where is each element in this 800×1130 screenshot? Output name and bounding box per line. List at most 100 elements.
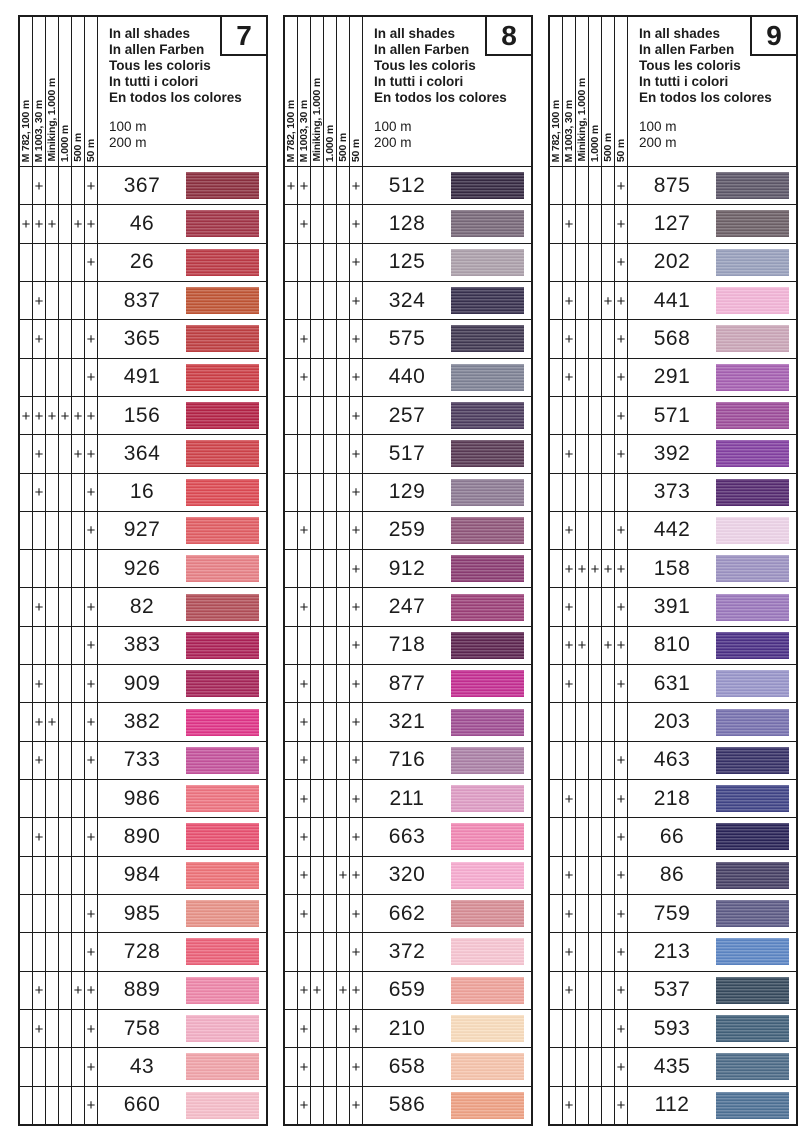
color-row: + 43 <box>20 1047 266 1086</box>
header-line: In all shades <box>374 26 456 41</box>
color-number: 257 <box>388 403 426 427</box>
mark-cell <box>602 435 615 473</box>
mark-cell <box>576 320 589 358</box>
mark-cell <box>550 856 563 894</box>
color-swatch <box>186 172 259 200</box>
color-swatch <box>716 440 789 468</box>
color-row: + + 391 <box>550 587 796 626</box>
mark-cell <box>46 435 59 473</box>
mark-cell: + <box>602 550 615 588</box>
color-swatch <box>186 402 259 430</box>
mark-cell <box>72 511 85 550</box>
column-header-50m: 50 m <box>615 17 628 166</box>
mark-cell <box>285 511 298 550</box>
mark-cell <box>324 818 337 856</box>
swatch-cell <box>716 742 796 779</box>
color-swatch <box>451 823 524 851</box>
color-rows: + 875 + + 127 + 202 + + + 44 <box>550 167 796 1124</box>
color-number: 158 <box>653 556 691 580</box>
swatch-cell <box>716 780 796 817</box>
mark-cell <box>33 243 46 281</box>
swatch-cell <box>451 167 531 204</box>
column-label: 50 m <box>615 138 627 162</box>
length-label: 200 m <box>109 135 147 150</box>
column-header-1000m: 1.000 m <box>324 17 337 166</box>
mark-cell <box>59 1086 72 1124</box>
color-row: + 435 <box>550 1047 796 1086</box>
mark-cell: + <box>33 818 46 856</box>
color-number: 213 <box>653 939 691 963</box>
mark-cell <box>33 1086 46 1124</box>
mark-cell <box>72 588 85 626</box>
color-row: + + 575 <box>285 319 531 358</box>
mark-cell <box>46 511 59 550</box>
swatch-cell <box>716 972 796 1009</box>
mark-cell: + <box>33 1009 46 1048</box>
mark-cell: + <box>615 741 628 779</box>
mark-cell <box>20 281 33 320</box>
mark-cell <box>324 511 337 550</box>
color-swatch <box>451 976 524 1004</box>
mark-cell: + <box>298 971 311 1009</box>
mark-cell: + <box>298 1048 311 1086</box>
color-swatch <box>451 861 524 889</box>
mark-cell: + <box>337 971 350 1009</box>
swatch-cell <box>716 895 796 932</box>
mark-cell: + <box>85 396 98 435</box>
mark-cell <box>59 205 72 243</box>
mark-cell <box>324 473 337 511</box>
mark-cell: + <box>563 435 576 473</box>
mark-cell <box>72 281 85 320</box>
swatch-cell <box>451 474 531 511</box>
color-row: + 491 <box>20 357 266 396</box>
swatch-cell <box>716 665 796 702</box>
mark-cell <box>337 894 350 933</box>
column-header-miniking: Miniking, 1.000 m <box>46 17 59 166</box>
color-swatch <box>451 1015 524 1043</box>
column-header-m782: M 782, 100 m <box>285 17 298 166</box>
column-header-miniking: Miniking, 1.000 m <box>311 17 324 166</box>
color-number: 203 <box>653 710 691 734</box>
mark-cell <box>602 588 615 626</box>
swatch-cell <box>451 550 531 587</box>
color-swatch <box>186 593 259 621</box>
mark-cell <box>324 281 337 320</box>
swatch-cell <box>451 244 531 281</box>
color-row: + 927 <box>20 510 266 550</box>
mark-cell <box>72 550 85 588</box>
mark-cell <box>46 856 59 894</box>
mark-cell: + <box>615 435 628 473</box>
color-row: + + 367 <box>20 167 266 205</box>
color-swatch <box>716 172 789 200</box>
color-row: + + 662 <box>285 893 531 933</box>
mark-cell <box>20 358 33 396</box>
mark-cell <box>311 588 324 626</box>
color-row: + + 82 <box>20 587 266 626</box>
swatch-cell <box>716 1010 796 1047</box>
color-row: + + 440 <box>285 357 531 396</box>
color-number: 202 <box>653 250 691 274</box>
mark-cell <box>615 703 628 741</box>
mark-cell: + <box>350 435 363 473</box>
mark-cell <box>46 588 59 626</box>
mark-cell <box>285 856 298 894</box>
mark-cell <box>59 320 72 358</box>
mark-cell <box>324 243 337 281</box>
mark-cell <box>324 703 337 741</box>
mark-cell: + <box>85 358 98 396</box>
color-row: + + 213 <box>550 932 796 971</box>
mark-cell <box>72 320 85 358</box>
length-label: 200 m <box>639 135 677 150</box>
mark-cell <box>298 281 311 320</box>
mark-cell <box>33 1048 46 1086</box>
swatch-cell <box>716 933 796 970</box>
mark-cell <box>602 167 615 205</box>
mark-cell <box>59 435 72 473</box>
swatch-cell <box>451 205 531 242</box>
mark-cell <box>46 626 59 665</box>
mark-cell <box>285 741 298 779</box>
mark-cell <box>337 320 350 358</box>
mark-cell <box>59 358 72 396</box>
mark-cell: + <box>615 243 628 281</box>
color-row: + + 112 <box>550 1085 796 1124</box>
